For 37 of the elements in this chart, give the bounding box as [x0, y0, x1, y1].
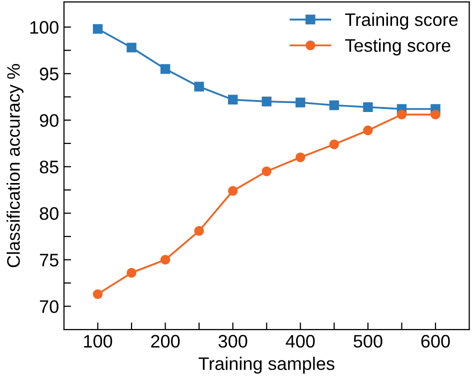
point: [228, 94, 238, 105]
y-tick-label: 85: [40, 160, 58, 174]
point: [194, 82, 204, 92]
y-tick-label: 70: [40, 300, 58, 314]
x-tick-label: 600: [421, 334, 450, 348]
legend-label: Testing score: [345, 38, 450, 56]
x-tick-label: 500: [354, 334, 382, 348]
point: [296, 152, 306, 162]
y-tick-label: 80: [40, 207, 58, 220]
point: [194, 226, 204, 236]
point: [329, 100, 340, 110]
legend-label: Training score: [345, 12, 458, 30]
x-tick-label: 400: [286, 334, 315, 348]
point: [363, 102, 373, 112]
point: [430, 110, 440, 120]
x-tick-label: 100: [84, 334, 112, 348]
y-tick-label: 100: [30, 21, 58, 34]
x-tick-label: 200: [151, 334, 180, 348]
point: [228, 186, 238, 196]
point: [92, 24, 103, 34]
x-axis-title: Training samples: [198, 356, 334, 374]
point: [296, 98, 306, 108]
y-tick-label: 95: [40, 68, 58, 80]
x-tick-label: 300: [218, 334, 248, 348]
y-tick-label: 75: [40, 254, 58, 266]
point: [262, 166, 272, 176]
y-tick-label: 90: [40, 114, 58, 127]
point: [262, 96, 272, 106]
point: [363, 126, 373, 136]
point: [160, 254, 170, 265]
point: [396, 110, 407, 120]
point: [329, 139, 340, 150]
point: [126, 42, 136, 52]
point: [126, 268, 136, 278]
point: [160, 64, 170, 74]
point: [92, 289, 103, 300]
y-axis-title: Classification accuracy %: [6, 64, 24, 268]
